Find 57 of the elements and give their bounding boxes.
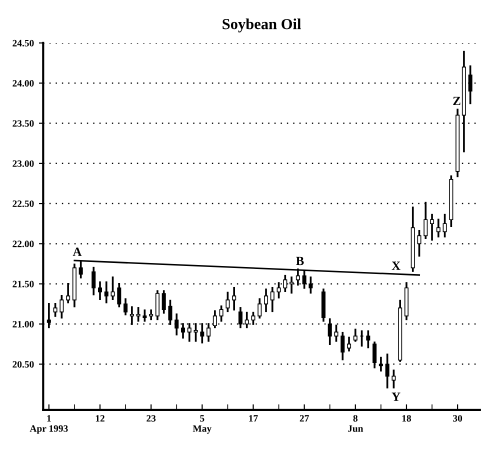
y-tick-label: 24.50	[12, 40, 34, 46]
candlestick	[392, 370, 396, 388]
candlestick	[110, 276, 115, 300]
candlestick	[264, 288, 268, 312]
candlestick	[385, 354, 390, 388]
candlestick	[60, 295, 64, 318]
candlestick	[424, 202, 428, 239]
annotation: A	[72, 248, 82, 256]
candlestick	[226, 292, 230, 312]
chart-title: Soybean Oil	[222, 18, 301, 32]
annotation: B	[296, 256, 304, 266]
candlestick	[232, 286, 236, 310]
candlestick	[353, 328, 358, 342]
y-tick-label: 20.50	[12, 361, 34, 368]
y-tick-label: 21.50	[12, 280, 34, 288]
x-tick-label: 8 Jun	[348, 415, 364, 432]
y-tick-label: 24.00	[12, 80, 34, 87]
y-tick-label: 22.00	[12, 240, 34, 248]
candlestick	[142, 309, 147, 322]
candlestick	[366, 330, 370, 348]
x-tick-label: 27	[300, 415, 309, 422]
candlestick	[219, 305, 224, 322]
candlestick	[136, 307, 140, 322]
annotation: Y	[392, 392, 400, 401]
candlestick	[372, 342, 377, 368]
candlestick	[442, 214, 447, 238]
candlestick	[92, 266, 96, 296]
candlestick	[378, 356, 383, 372]
candlestick	[328, 318, 332, 345]
annotation: X	[392, 262, 400, 270]
candlestick	[162, 290, 166, 314]
y-tick-label: 23.00	[12, 160, 34, 167]
x-tick-label: 1 Apr 1993	[30, 415, 68, 434]
annotation: Z	[453, 96, 460, 106]
candlestick	[174, 313, 179, 336]
x-tick-label: 30	[453, 415, 462, 422]
candlestick	[98, 281, 102, 300]
candlestick	[430, 214, 434, 241]
candlestick	[347, 336, 352, 352]
x-tick-label: 17	[249, 415, 258, 422]
x-tick-label: 23	[146, 415, 156, 422]
candlestick	[155, 290, 160, 320]
candlestick	[258, 298, 262, 318]
x-tick-label: 12	[96, 415, 104, 422]
candlestick	[334, 324, 338, 342]
candlestick	[104, 281, 108, 304]
y-tick-label: 21.00	[12, 320, 34, 328]
candlestick	[53, 303, 58, 317]
y-tick-label: 23.50	[12, 120, 34, 127]
candlestick	[270, 286, 274, 312]
y-tick-label: 22.50	[12, 200, 34, 208]
candlestick	[149, 309, 154, 320]
candlestick	[124, 298, 128, 316]
x-tick-label: 18	[402, 415, 412, 422]
x-tick-label: 5 May	[192, 415, 212, 434]
candlestick	[436, 218, 440, 238]
candlestick	[340, 332, 345, 360]
